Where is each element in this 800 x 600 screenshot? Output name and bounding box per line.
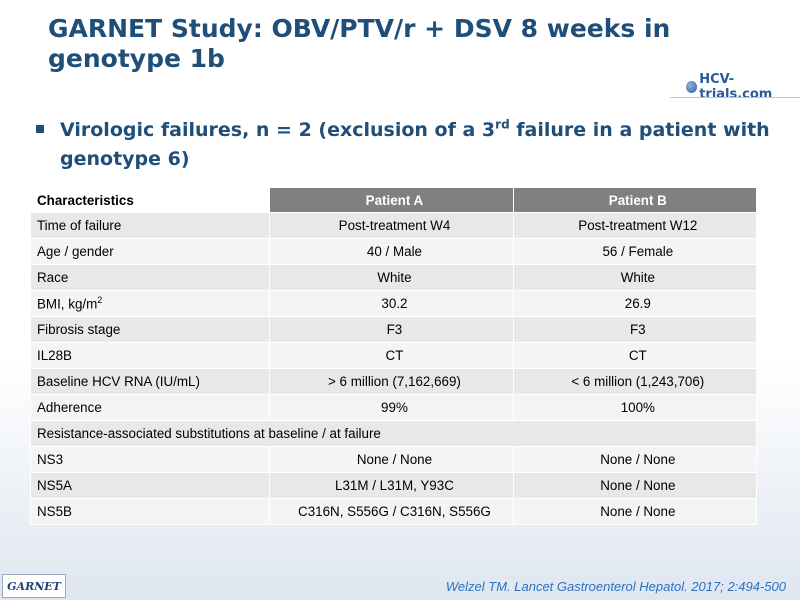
citation: Welzel TM. Lancet Gastroenterol Hepatol.… xyxy=(445,579,786,594)
row-label: Baseline HCV RNA (IU/mL) xyxy=(29,368,271,395)
patient-a-value: > 6 million (7,162,669) xyxy=(269,368,514,395)
logo-divider xyxy=(670,97,800,98)
bullet-text: Virologic failures, n = 2 (exclusion of … xyxy=(60,116,776,174)
row-label: Time of failure xyxy=(29,212,271,239)
row-label: BMI, kg/m2 xyxy=(29,290,271,317)
patient-a-value: 40 / Male xyxy=(269,238,514,265)
row-label: Race xyxy=(29,264,271,291)
table-row: IL28B CT CT xyxy=(29,342,758,369)
bullet-text-before: Virologic failures, n = 2 (exclusion of … xyxy=(60,119,496,141)
hcv-trials-logo: HCV-trials.com xyxy=(686,72,800,102)
patient-b-value: None / None xyxy=(512,472,758,499)
header-patient-a: Patient A xyxy=(269,187,514,213)
patient-b-value: 26.9 xyxy=(512,290,758,317)
bullet-point: Virologic failures, n = 2 (exclusion of … xyxy=(36,116,776,174)
patient-a-value: 30.2 xyxy=(269,290,514,317)
table-row: Time of failure Post-treatment W4 Post-t… xyxy=(29,212,758,239)
logo-text: HCV-trials.com xyxy=(699,72,773,102)
patient-a-value: F3 xyxy=(269,316,514,343)
row-label: IL28B xyxy=(29,342,271,369)
table-row: Fibrosis stage F3 F3 xyxy=(29,316,758,343)
square-bullet-icon xyxy=(36,125,44,133)
table-row: NS5B C316N, S556G / C316N, S556G None / … xyxy=(29,498,758,525)
slide-title: GARNET Study: OBV/PTV/r + DSV 8 weeks in… xyxy=(48,14,671,73)
row-label: NS3 xyxy=(29,446,271,473)
header-patient-b: Patient B xyxy=(512,187,758,213)
table-row: NS3 None / None None / None xyxy=(29,446,758,473)
garnet-study-logo: GARNET xyxy=(2,574,66,598)
row-label: NS5A xyxy=(29,472,271,499)
header-characteristics: Characteristics xyxy=(29,187,271,213)
patient-a-value: 99% xyxy=(269,394,514,421)
patient-b-value: None / None xyxy=(512,446,758,473)
table-header-row: Characteristics Patient A Patient B xyxy=(29,187,758,213)
bullet-superscript: rd xyxy=(495,117,510,132)
table-row: Baseline HCV RNA (IU/mL) > 6 million (7,… xyxy=(29,368,758,395)
patient-b-value: < 6 million (1,243,706) xyxy=(512,368,758,395)
table-row: Race White White xyxy=(29,264,758,291)
patient-b-value: F3 xyxy=(512,316,758,343)
patient-a-value: Post-treatment W4 xyxy=(269,212,514,239)
hcv-trials-logo-icon xyxy=(686,81,698,93)
patient-characteristics-table: Characteristics Patient A Patient B Time… xyxy=(29,187,758,525)
table-row: BMI, kg/m2 30.2 26.9 xyxy=(29,290,758,317)
row-label: Adherence xyxy=(29,394,271,421)
patient-a-value: CT xyxy=(269,342,514,369)
row-label: NS5B xyxy=(29,498,271,525)
bullet-text-after: failure in a patient with genotype 6) xyxy=(60,119,770,170)
table-row: Age / gender 40 / Male 56 / Female xyxy=(29,238,758,265)
section-label: Resistance-associated substitutions at b… xyxy=(30,420,757,447)
patient-b-value: 100% xyxy=(512,394,758,421)
patient-a-value: White xyxy=(269,264,514,291)
table-row: Adherence 99% 100% xyxy=(29,394,758,421)
patient-b-value: None / None xyxy=(512,498,758,525)
bmi-label-superscript: 2 xyxy=(97,295,103,306)
table-section-row: Resistance-associated substitutions at b… xyxy=(30,420,757,447)
patient-b-value: Post-treatment W12 xyxy=(512,212,758,239)
bmi-label: BMI, kg/m xyxy=(37,296,98,312)
patient-b-value: CT xyxy=(512,342,758,369)
row-label: Fibrosis stage xyxy=(29,316,271,343)
patient-b-value: 56 / Female xyxy=(512,238,758,265)
patient-a-value: C316N, S556G / C316N, S556G xyxy=(269,498,514,525)
patient-a-value: None / None xyxy=(269,446,514,473)
patient-a-value: L31M / L31M, Y93C xyxy=(269,472,514,499)
patient-b-value: White xyxy=(512,264,758,291)
table-row: NS5A L31M / L31M, Y93C None / None xyxy=(29,472,758,499)
row-label: Age / gender xyxy=(29,238,271,265)
